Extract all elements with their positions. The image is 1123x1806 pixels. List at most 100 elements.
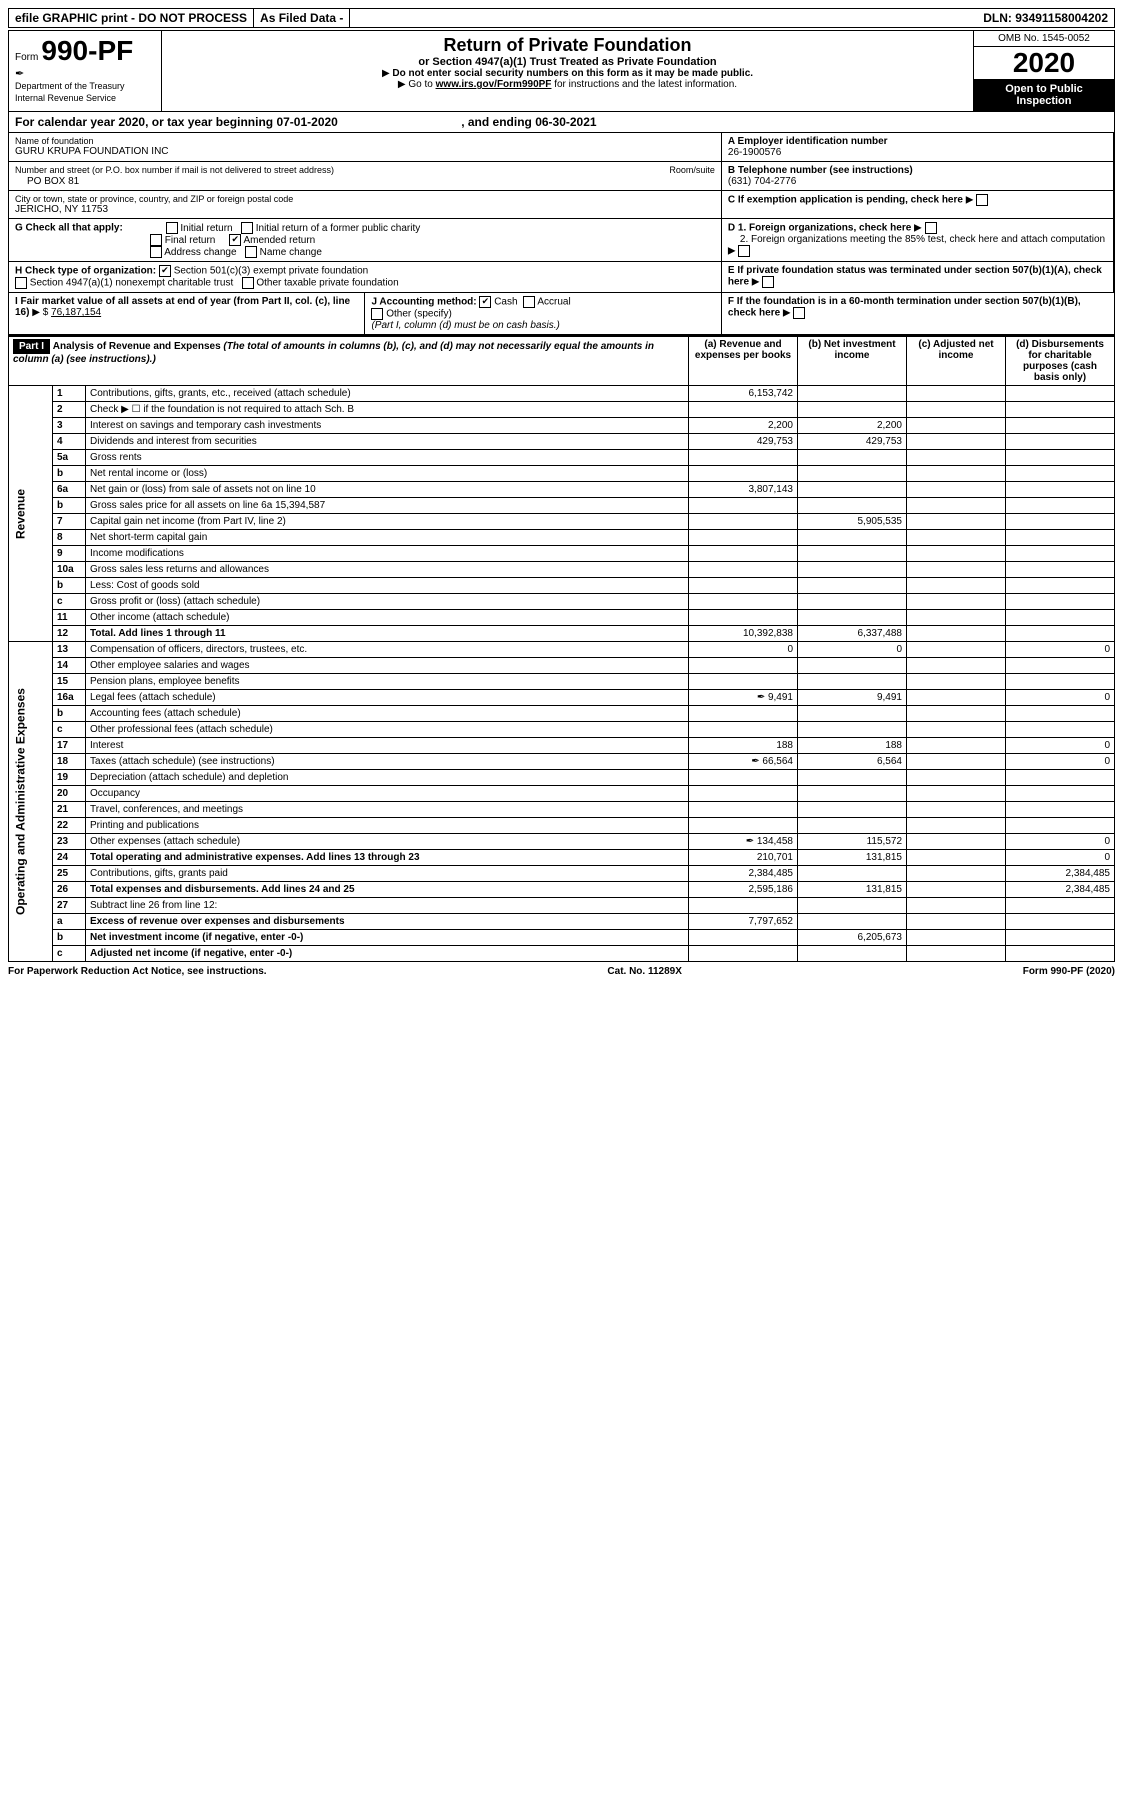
table-row: 25Contributions, gifts, grants paid2,384… — [9, 866, 1115, 882]
col-c-val — [907, 578, 1006, 594]
col-b-val: 115,572 — [798, 834, 907, 850]
line-number: 19 — [53, 770, 86, 786]
line-desc: Total. Add lines 1 through 11 — [86, 626, 689, 642]
line-number: 10a — [53, 562, 86, 578]
col-b-val — [798, 402, 907, 418]
col-d-val — [1006, 818, 1115, 834]
line-desc: Interest — [86, 738, 689, 754]
top-bar: efile GRAPHIC print - DO NOT PROCESS As … — [8, 8, 1115, 28]
col-b-val — [798, 594, 907, 610]
form-prefix: Form — [15, 52, 38, 63]
col-d-val — [1006, 562, 1115, 578]
line-desc: Occupancy — [86, 786, 689, 802]
col-d-val: 0 — [1006, 690, 1115, 706]
col-b-val: 6,564 — [798, 754, 907, 770]
line-number: 2 — [53, 402, 86, 418]
line-number: 6a — [53, 482, 86, 498]
col-d-val — [1006, 610, 1115, 626]
j-other-checkbox[interactable] — [371, 308, 383, 320]
col-c-header: (c) Adjusted net income — [907, 337, 1006, 386]
open-public: Open to Public Inspection — [974, 79, 1114, 111]
col-c-val — [907, 418, 1006, 434]
foundation-name: GURU KRUPA FOUNDATION INC — [15, 146, 715, 157]
f-checkbox[interactable] — [793, 307, 805, 319]
line-number: 13 — [53, 642, 86, 658]
col-d-val — [1006, 626, 1115, 642]
h-cell: H Check type of organization: ✔ Section … — [9, 262, 722, 293]
table-row: 11Other income (attach schedule) — [9, 610, 1115, 626]
table-row: 20Occupancy — [9, 786, 1115, 802]
g-initial-checkbox[interactable] — [166, 222, 178, 234]
h-4947-checkbox[interactable] — [15, 277, 27, 289]
telephone: (631) 704-2776 — [728, 176, 796, 187]
col-d-val: 0 — [1006, 642, 1115, 658]
c-cell: C If exemption application is pending, c… — [722, 191, 1114, 219]
col-c-val — [907, 930, 1006, 946]
e-checkbox[interactable] — [762, 276, 774, 288]
col-c-val — [907, 674, 1006, 690]
line-number: c — [53, 946, 86, 962]
col-a-val — [689, 818, 798, 834]
ein: 26-1900576 — [728, 147, 781, 158]
line-desc: Capital gain net income (from Part IV, l… — [86, 514, 689, 530]
j-accrual-checkbox[interactable] — [523, 296, 535, 308]
col-c-val — [907, 866, 1006, 882]
col-b-val — [798, 578, 907, 594]
line-desc: Contributions, gifts, grants paid — [86, 866, 689, 882]
h-501c3-checkbox[interactable]: ✔ — [159, 265, 171, 277]
col-b-val — [798, 658, 907, 674]
h-other-checkbox[interactable] — [242, 277, 254, 289]
dln: DLN: 93491158004202 — [977, 9, 1114, 27]
table-row: 21Travel, conferences, and meetings — [9, 802, 1115, 818]
col-c-val — [907, 386, 1006, 402]
line-desc: Net investment income (if negative, ente… — [86, 930, 689, 946]
j-cash-checkbox[interactable]: ✔ — [479, 296, 491, 308]
table-row: 6aNet gain or (loss) from sale of assets… — [9, 482, 1115, 498]
col-d-val — [1006, 418, 1115, 434]
g-amended-checkbox[interactable]: ✔ — [229, 234, 241, 246]
d2-checkbox[interactable] — [738, 245, 750, 257]
g-initial-former-checkbox[interactable] — [241, 222, 253, 234]
line-desc: Contributions, gifts, grants, etc., rece… — [86, 386, 689, 402]
addr-cell: Number and street (or P.O. box number if… — [9, 162, 722, 191]
col-a-val — [689, 514, 798, 530]
line-number: 11 — [53, 610, 86, 626]
g-cell: G Check all that apply: Initial return I… — [9, 219, 722, 262]
col-c-val — [907, 562, 1006, 578]
line-number: b — [53, 498, 86, 514]
line-desc: Net gain or (loss) from sale of assets n… — [86, 482, 689, 498]
expenses-label: Operating and Administrative Expenses — [9, 642, 53, 962]
col-d-val — [1006, 466, 1115, 482]
table-row: 22Printing and publications — [9, 818, 1115, 834]
line-desc: Printing and publications — [86, 818, 689, 834]
name-cell: Name of foundation GURU KRUPA FOUNDATION… — [9, 133, 722, 162]
line-number: b — [53, 706, 86, 722]
line-number: b — [53, 578, 86, 594]
col-a-val — [689, 562, 798, 578]
city-cell: City or town, state or province, country… — [9, 191, 722, 219]
col-d-val: 0 — [1006, 738, 1115, 754]
g-final-checkbox[interactable] — [150, 234, 162, 246]
line-number: 20 — [53, 786, 86, 802]
col-a-val — [689, 770, 798, 786]
col-d-val — [1006, 594, 1115, 610]
col-c-val — [907, 482, 1006, 498]
col-b-val — [798, 450, 907, 466]
col-c-val — [907, 450, 1006, 466]
g-name-checkbox[interactable] — [245, 246, 257, 258]
col-b-val — [798, 818, 907, 834]
irs-link[interactable]: www.irs.gov/Form990PF — [436, 79, 552, 90]
line-desc: Total operating and administrative expen… — [86, 850, 689, 866]
col-b-val: 131,815 — [798, 850, 907, 866]
table-row: 17Interest1881880 — [9, 738, 1115, 754]
right-box: OMB No. 1545-0052 2020 Open to Public In… — [973, 30, 1115, 112]
d1-checkbox[interactable] — [925, 222, 937, 234]
col-a-val: ✒ 66,564 — [689, 754, 798, 770]
col-c-val — [907, 722, 1006, 738]
table-row: 3Interest on savings and temporary cash … — [9, 418, 1115, 434]
c-checkbox[interactable] — [976, 194, 988, 206]
table-row: 5aGross rents — [9, 450, 1115, 466]
line-desc: Accounting fees (attach schedule) — [86, 706, 689, 722]
g-address-checkbox[interactable] — [150, 246, 162, 258]
line-number: 12 — [53, 626, 86, 642]
